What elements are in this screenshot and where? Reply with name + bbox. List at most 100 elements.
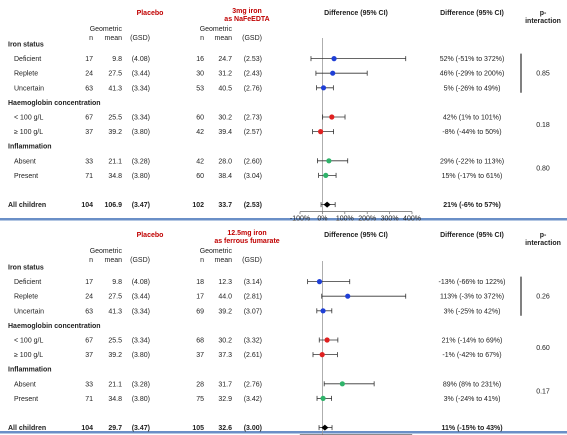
placebo-mean: 25.5 (108, 115, 122, 122)
p-interaction-value: 0.17 (536, 389, 550, 396)
n-col-intervention: n (200, 257, 204, 264)
placebo-gsd: (3.34) (132, 338, 150, 345)
difference-ci-text: 21% (-6% to 57%) (443, 202, 501, 209)
placebo-gsd: (3.80) (132, 173, 150, 180)
x-tick-label: 300% (381, 216, 399, 223)
row-label: Present (14, 396, 38, 403)
gsd-col-placebo: (GSD) (130, 35, 150, 42)
p-interaction-value: 0.80 (536, 166, 550, 173)
p-interaction-header-line1: p- (540, 232, 547, 239)
placebo-gsd: (3.44) (132, 294, 150, 301)
point-estimate-marker (324, 337, 330, 343)
subgroup-heading: Iron status (8, 265, 44, 272)
subgroup-heading: Haemoglobin concentration (8, 100, 101, 107)
intervention-mean: 37.3 (218, 352, 232, 359)
panel-separator (0, 218, 567, 221)
intervention-gsd: (2.53) (244, 56, 262, 63)
point-estimate-marker (345, 293, 351, 299)
intervention-gsd: (2.60) (244, 158, 262, 165)
row-label: ≥ 100 g/L (14, 352, 43, 359)
difference-ci-text: 42% (1% to 101%) (443, 115, 501, 122)
placebo-gsd: (4.08) (132, 56, 150, 63)
intervention-mean: 40.5 (218, 85, 232, 92)
intervention-n: 105 (192, 425, 204, 432)
intervention-gsd: (2.76) (244, 381, 262, 388)
row-label: < 100 g/L (14, 115, 43, 122)
row-label: Replete (14, 71, 38, 78)
placebo-mean: 41.3 (108, 85, 122, 92)
intervention-gsd: (3.32) (244, 338, 262, 345)
row-label: Absent (14, 158, 36, 165)
row-label: Deficient (14, 56, 41, 63)
x-tick-label: 400% (403, 216, 421, 223)
difference-ci-text: 21% (-14% to 69%) (442, 338, 503, 345)
intervention-gsd: (2.53) (244, 202, 262, 209)
difference-ci-text: 89% (8% to 231%) (443, 381, 501, 388)
placebo-mean: 27.5 (108, 71, 122, 78)
intervention-n: 69 (196, 308, 204, 315)
point-estimate-marker (326, 158, 332, 164)
difference-ci-text: 3% (-24% to 41%) (444, 396, 501, 403)
difference-text-header: Difference (95% CI) (440, 232, 504, 239)
row-label: ≥ 100 g/L (14, 129, 43, 136)
placebo-gsd: (3.28) (132, 158, 150, 165)
point-estimate-marker (339, 381, 345, 387)
intervention-n: 102 (192, 202, 204, 209)
intervention-gsd: (3.04) (244, 173, 262, 180)
difference-ci-text: 113% (-3% to 372%) (440, 294, 504, 301)
difference-ci-text: 11% (-15% to 43%) (441, 425, 502, 432)
point-estimate-marker (316, 279, 323, 285)
p-interaction-header-line1: p- (540, 10, 547, 17)
intervention-mean: 39.2 (218, 308, 232, 315)
intervention-mean: 32.6 (218, 425, 232, 432)
placebo-n: 63 (85, 308, 93, 315)
intervention-n: 42 (196, 158, 204, 165)
intervention-mean: 31.7 (218, 381, 232, 388)
placebo-mean: 9.8 (112, 56, 122, 63)
placebo-mean: 106.9 (104, 202, 122, 209)
intervention-n: 68 (196, 338, 204, 345)
p-interaction-value: 0.85 (536, 71, 550, 78)
difference-ci-text: 15% (-17% to 61%) (442, 173, 503, 180)
intervention-mean: 33.7 (218, 202, 232, 209)
placebo-mean: 34.8 (108, 396, 122, 403)
row-label: Uncertain (14, 308, 44, 315)
intervention-mean: 44.0 (218, 294, 232, 301)
intervention-n: 30 (196, 71, 204, 78)
difference-plot-header: Difference (95% CI) (324, 232, 388, 239)
placebo-mean: 41.3 (108, 308, 122, 315)
placebo-gsd: (3.44) (132, 71, 150, 78)
p-interaction-value: 0.60 (536, 345, 550, 352)
intervention-mean: 24.7 (218, 56, 232, 63)
subgroup-heading: Haemoglobin concentration (8, 323, 101, 330)
intervention-mean: 39.4 (218, 129, 232, 136)
placebo-gsd: (3.34) (132, 85, 150, 92)
placebo-gsd: (3.34) (132, 308, 150, 315)
row-label: All children (8, 202, 46, 209)
difference-ci-text: 3% (-25% to 42%) (444, 308, 501, 315)
placebo-mean: 39.2 (108, 129, 122, 136)
x-tick-label: 100% (336, 216, 354, 223)
placebo-gsd: (3.28) (132, 381, 150, 388)
subgroup-heading: Iron status (8, 42, 44, 49)
placebo-gsd: (4.08) (132, 279, 150, 286)
p-interaction-header-line2: interaction (525, 18, 561, 25)
placebo-n: 71 (85, 173, 93, 180)
difference-plot-header: Difference (95% CI) (324, 10, 388, 17)
mean-col-placebo: mean (104, 35, 122, 42)
intervention-gsd: (3.42) (244, 396, 262, 403)
n-col-placebo: n (89, 35, 93, 42)
mean-col-placebo: mean (104, 257, 122, 264)
point-estimate-marker (329, 114, 335, 120)
placebo-n: 67 (85, 115, 93, 122)
intervention-header-line1: 3mg iron (232, 8, 262, 15)
intervention-gsd: (2.61) (244, 352, 262, 359)
placebo-n: 63 (85, 85, 93, 92)
placebo-mean: 21.1 (108, 381, 122, 388)
x-tick-label: -100% (290, 216, 310, 223)
difference-text-header: Difference (95% CI) (440, 10, 504, 17)
point-estimate-marker (320, 395, 326, 401)
intervention-mean: 32.9 (218, 396, 232, 403)
